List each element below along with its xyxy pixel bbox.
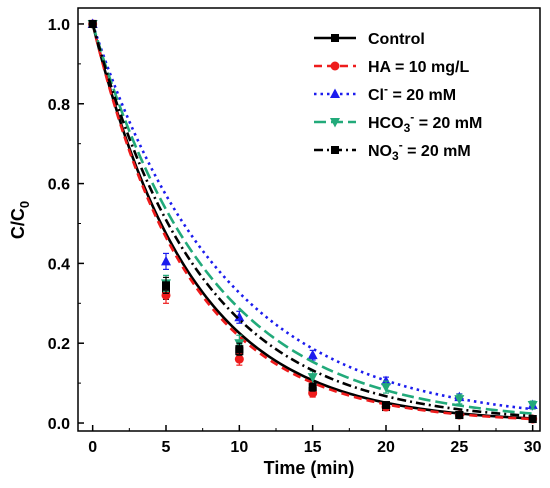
data-point	[161, 255, 171, 266]
legend-label: HA = 10 mg/L	[368, 59, 469, 76]
legend-label: Control	[368, 31, 425, 48]
data-point	[455, 411, 464, 420]
data-point	[381, 383, 391, 393]
y-tick-label: 0.6	[48, 177, 70, 194]
series-4	[88, 19, 537, 424]
legend-label-part: Cl	[368, 87, 384, 104]
legend-label-part: = 20 mM	[414, 115, 482, 132]
legend-marker	[330, 61, 340, 71]
legend-label-part: -	[399, 138, 403, 152]
data-point	[235, 345, 244, 354]
legend-marker	[331, 146, 339, 154]
legend-label-part: -	[384, 82, 388, 96]
legend-marker	[330, 118, 340, 128]
x-tick-label: 25	[450, 439, 468, 456]
y-tick-label: 0.8	[48, 97, 70, 114]
legend-item: Control	[314, 31, 425, 48]
y-axis-title: C/C0	[8, 201, 32, 239]
legend-label-part: Control	[368, 31, 425, 48]
legend-label: Cl- = 20 mM	[368, 82, 456, 104]
series-line	[91, 23, 533, 415]
series-layer	[87, 18, 538, 424]
legend-label-part: 3	[404, 121, 411, 135]
data-point	[527, 401, 538, 411]
data-point	[382, 401, 390, 410]
data-point	[528, 415, 537, 424]
plot-frame	[77, 7, 541, 432]
y-tick-label: 1.0	[48, 17, 70, 34]
legend-label-part: HCO	[368, 115, 404, 132]
data-point	[162, 281, 170, 290]
data-point	[454, 395, 465, 405]
legend-label-part: NO	[368, 143, 392, 160]
data-point	[381, 375, 391, 386]
series-line	[91, 23, 533, 418]
data-point	[88, 19, 97, 28]
legend-marker	[331, 34, 339, 42]
legend-item: Cl- = 20 mM	[314, 82, 456, 104]
x-tick-label: 5	[162, 439, 171, 456]
y-tick-label: 0.4	[48, 256, 70, 273]
axes: 0 5 10 15 20 25 30 0.0 0.2 0.4 0.6 0.8 1.0	[48, 17, 542, 456]
legend-item: HCO3- = 20 mM	[314, 110, 482, 135]
legend-label: NO3- = 20 mM	[368, 138, 471, 163]
x-tick-label: 10	[230, 439, 248, 456]
data-point	[307, 349, 318, 360]
legend-label-part: = 20 mM	[403, 143, 471, 160]
y-tick-label: 0.0	[48, 416, 70, 433]
legend-label-part: = 20 mM	[388, 87, 456, 104]
x-tick-label: 0	[88, 439, 97, 456]
y-tick-label: 0.2	[48, 336, 70, 353]
data-point	[307, 373, 318, 383]
legend-item: NO3- = 20 mM	[314, 138, 471, 163]
x-axis-title: Time (min)	[264, 458, 355, 478]
x-tick-label: 30	[524, 439, 542, 456]
legend-label-part: -	[410, 110, 414, 124]
x-tick-label: 20	[377, 439, 395, 456]
y-axis-title-sub: 0	[17, 201, 32, 208]
y-axis-title-main: C/C	[8, 208, 28, 239]
legend-marker	[330, 88, 340, 98]
legend-label-part: HA = 10 mg/L	[368, 59, 469, 76]
legend-label: HCO3- = 20 mM	[368, 110, 482, 135]
data-point	[308, 383, 317, 392]
legend-label-part: 3	[392, 149, 399, 163]
x-tick-label: 15	[304, 439, 322, 456]
legend-item: HA = 10 mg/L	[314, 59, 469, 76]
data-point	[234, 354, 244, 364]
